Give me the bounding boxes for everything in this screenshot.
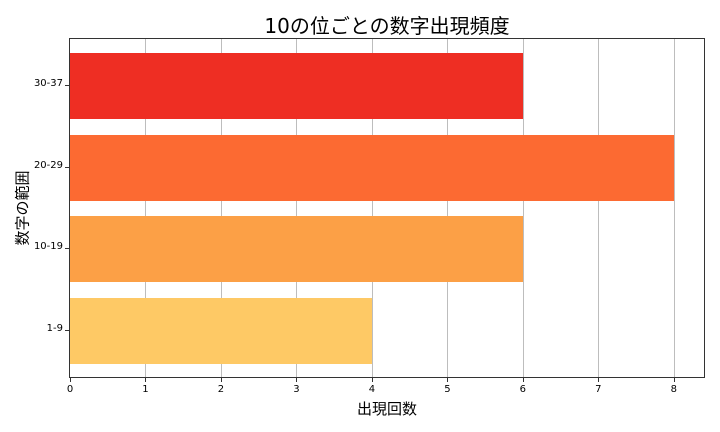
y-tick-label: 20-29 [33, 160, 63, 171]
x-tick-label: 3 [293, 384, 300, 395]
x-tick-label: 8 [670, 384, 677, 395]
x-tick-mark [598, 378, 600, 382]
x-tick-label: 2 [217, 384, 225, 395]
x-tick-mark [145, 378, 147, 382]
x-tick-mark [220, 378, 222, 382]
x-tick-mark [447, 378, 449, 382]
y-tick-mark [65, 330, 69, 331]
x-tick-label: 1 [142, 384, 149, 395]
y-tick-label: 1-9 [46, 323, 63, 334]
gridline [371, 39, 373, 377]
x-tick-mark [673, 378, 675, 382]
x-tick-label: 5 [444, 384, 451, 395]
gridline [598, 39, 600, 377]
gridline [522, 39, 524, 377]
chart-title: 10の位ごとの数字出現頻度 [264, 14, 510, 38]
plot-area [69, 38, 705, 378]
gridline [296, 39, 298, 377]
y-tick-label: 10-19 [33, 241, 63, 252]
gridline [220, 39, 222, 377]
bar-20-29 [70, 135, 674, 201]
x-tick-label: 6 [519, 384, 527, 395]
gridline [673, 39, 675, 377]
x-axis-label: 出現回数 [356, 400, 417, 418]
x-tick-label: 4 [368, 384, 376, 395]
x-tick-mark [371, 378, 373, 382]
y-tick-mark [65, 85, 69, 86]
bar-10-19 [70, 216, 523, 282]
gridline [145, 39, 147, 377]
x-tick-mark [70, 378, 71, 382]
bar-1-9 [70, 298, 372, 364]
y-tick-mark [65, 167, 69, 168]
x-tick-mark [296, 378, 298, 382]
x-tick-label: 7 [595, 384, 602, 395]
y-tick-mark [65, 248, 69, 249]
bar-30-37 [70, 53, 523, 119]
y-tick-label: 30-37 [33, 78, 63, 89]
y-axis-label: 数字の範囲 [13, 170, 32, 246]
x-tick-label: 0 [66, 384, 74, 395]
gridline [447, 39, 449, 377]
x-tick-mark [522, 378, 524, 382]
